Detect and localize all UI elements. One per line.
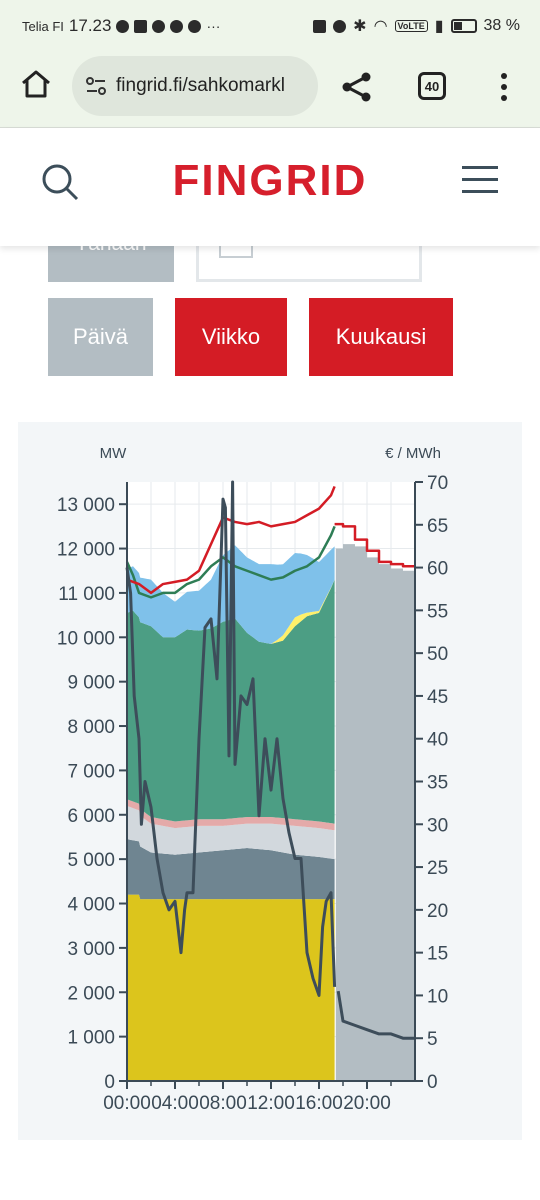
bell-notification-icon	[152, 19, 166, 33]
wifi-icon: ◠	[373, 18, 388, 35]
electricity-chart[interactable]: 0 1 000 2 000 3 000 4 000 5 000 6 000 7 000 8 00…	[18, 422, 522, 1140]
x-tick-label: 12:00	[247, 1093, 295, 1114]
right-tick-label: 0	[427, 1072, 438, 1093]
left-tick-label: 11 000	[58, 584, 115, 605]
left-tick-label: 4 000	[67, 895, 115, 916]
right-tick-label: 50	[427, 644, 448, 665]
tab-switcher-icon[interactable]: 40	[418, 72, 446, 100]
electricity-chart-panel: 0 1 000 2 000 3 000 4 000 5 000 6 000 7 000 8 00…	[18, 422, 522, 1140]
facebook-notification-icon	[116, 19, 130, 33]
right-axis-unit: € / MWh	[385, 445, 441, 462]
gmail-notification-icon	[134, 19, 148, 33]
status-bar: Telia FI 17.23 ··· ✱ ◠ VoLTE ▮ 38 %	[0, 0, 540, 52]
left-tick-label: 12 000	[57, 540, 115, 561]
right-tick-label: 40	[427, 730, 448, 751]
search-icon[interactable]	[40, 162, 80, 202]
x-tick-label: 16:00	[295, 1093, 343, 1114]
url-bar[interactable]: fingrid.fi/sahkomarkl	[72, 56, 318, 116]
browser-toolbar: fingrid.fi/sahkomarkl 40	[0, 52, 540, 128]
left-axis-unit: MW	[100, 445, 127, 462]
left-tick-label: 5 000	[67, 850, 115, 871]
range-week-button[interactable]: Viikko	[175, 298, 287, 376]
range-month-button[interactable]: Kuukausi	[309, 298, 453, 376]
right-tick-label: 70	[427, 473, 448, 494]
right-tick-label: 15	[427, 944, 448, 965]
series-line-4	[125, 480, 337, 997]
forecast-bar-area	[335, 544, 415, 1081]
site-header: FINGRID	[0, 128, 540, 246]
x-tick-label: 20:00	[343, 1093, 391, 1114]
home-icon[interactable]	[20, 68, 52, 100]
right-tick-label: 35	[427, 773, 448, 794]
left-tick-label: 13 000	[57, 495, 115, 516]
range-day-button[interactable]: Päivä	[48, 298, 153, 376]
alarm-icon	[333, 19, 347, 33]
right-tick-label: 60	[427, 559, 448, 580]
left-tick-label: 6 000	[67, 806, 115, 827]
right-tick-label: 5	[427, 1029, 438, 1050]
nfc-icon	[313, 19, 327, 33]
x-tick-label: 08:00	[199, 1093, 247, 1114]
signal-icon: ▮	[434, 18, 444, 35]
right-tick-label: 55	[427, 601, 448, 622]
right-tick-label: 30	[427, 815, 448, 836]
site-info-icon[interactable]	[84, 74, 108, 98]
overflow-menu-icon[interactable]	[494, 70, 514, 104]
stacked-area-2	[127, 805, 335, 860]
facebook-notification-icon	[188, 19, 202, 33]
left-tick-label: 1 000	[67, 1028, 115, 1049]
left-tick-label: 2 000	[67, 983, 115, 1004]
series-line-2	[334, 522, 415, 568]
fingrid-logo[interactable]: FINGRID	[172, 156, 368, 205]
stacked-area-1	[127, 839, 335, 900]
x-tick-label: 00:00	[103, 1093, 151, 1114]
carrier-label: Telia FI	[22, 18, 64, 34]
right-tick-label: 20	[427, 901, 448, 922]
volte-icon: VoLTE	[394, 20, 428, 32]
url-text: fingrid.fi/sahkomarkl	[116, 75, 285, 96]
share-icon[interactable]	[340, 70, 374, 104]
left-tick-label: 0	[104, 1072, 115, 1093]
right-tick-label: 65	[427, 516, 448, 537]
left-tick-label: 10 000	[57, 628, 115, 649]
left-tick-label: 3 000	[67, 939, 115, 960]
battery-icon	[450, 19, 477, 33]
more-notifications-icon: ···	[206, 18, 221, 34]
battery-percent: 38 %	[483, 17, 520, 34]
right-tick-label: 25	[427, 858, 448, 879]
hamburger-menu-icon[interactable]	[462, 166, 498, 198]
stacked-area-3	[127, 799, 335, 831]
series-line-0	[125, 525, 336, 599]
left-tick-label: 7 000	[67, 761, 115, 782]
stacked-area-0	[127, 894, 335, 1081]
right-tick-label: 10	[427, 986, 448, 1007]
left-tick-label: 8 000	[67, 717, 115, 738]
right-tick-label: 45	[427, 687, 448, 708]
bluetooth-icon: ✱	[353, 18, 367, 35]
x-tick-label: 04:00	[151, 1093, 199, 1114]
left-tick-label: 9 000	[67, 673, 115, 694]
clock: 17.23	[68, 16, 112, 35]
facebook-notification-icon	[170, 19, 184, 33]
series-line-5	[336, 990, 415, 1040]
